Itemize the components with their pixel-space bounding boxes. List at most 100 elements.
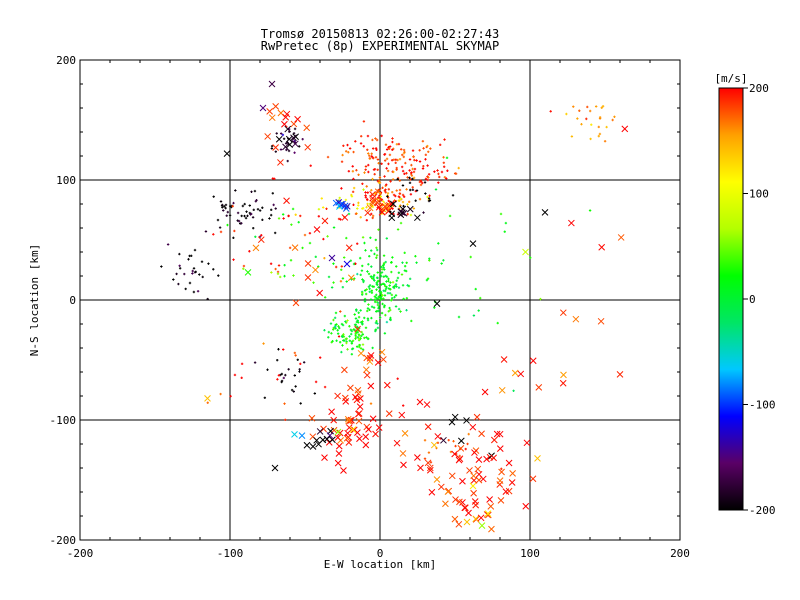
- data-point-dot: [504, 221, 508, 225]
- data-point-dot: [364, 292, 368, 296]
- x-tick-label: 200: [670, 547, 690, 560]
- data-point-dot: [449, 450, 453, 454]
- data-point-dot: [386, 291, 390, 295]
- data-point-cross: [509, 470, 516, 477]
- data-point-dot: [194, 270, 197, 274]
- data-point-cross: [385, 410, 393, 418]
- data-point-dot: [397, 195, 401, 198]
- data-point-dot: [241, 204, 245, 208]
- data-point-dot: [364, 196, 368, 199]
- data-point-dot: [366, 318, 370, 322]
- data-point-dot: [600, 106, 603, 109]
- data-point-dot: [365, 336, 368, 339]
- data-point-dot: [334, 265, 338, 269]
- data-point-dot: [382, 297, 385, 300]
- data-point-dot: [293, 127, 297, 131]
- data-point-dot: [401, 284, 405, 287]
- data-point-cross: [428, 488, 436, 496]
- data-point-dot: [407, 284, 411, 288]
- data-point-dot: [362, 120, 366, 123]
- data-point-dot: [340, 268, 343, 272]
- data-point-dot: [345, 280, 348, 283]
- data-point-dot: [323, 296, 327, 299]
- data-point-cross: [471, 498, 479, 505]
- data-point-dot: [298, 370, 301, 373]
- data-point-dot: [367, 303, 370, 306]
- data-point-dot: [395, 143, 399, 146]
- data-point-dot: [467, 432, 470, 436]
- data-point-cross: [500, 356, 508, 363]
- data-point-dot: [390, 298, 393, 302]
- data-point-cross: [406, 205, 414, 213]
- data-point-dot: [442, 165, 446, 168]
- data-point-dot: [363, 171, 366, 174]
- data-point-cross: [484, 510, 492, 517]
- data-point-dot: [388, 292, 392, 295]
- data-point-dot: [327, 330, 331, 334]
- data-point-dot: [391, 178, 395, 181]
- data-point-cross: [398, 411, 406, 419]
- data-point-dot: [395, 279, 398, 282]
- data-point-dot: [372, 168, 376, 171]
- data-point-cross: [264, 133, 272, 140]
- data-point-cross: [244, 269, 252, 276]
- data-point-dot: [379, 298, 382, 301]
- data-point-dot: [369, 275, 373, 278]
- data-point-dot: [372, 156, 375, 160]
- data-point-cross: [321, 217, 329, 225]
- data-point-cross: [484, 511, 492, 519]
- data-point-dot: [585, 117, 588, 121]
- data-point-dot: [425, 278, 429, 282]
- data-point-dot: [388, 145, 392, 148]
- data-point-dot: [402, 195, 406, 198]
- data-point-dot: [232, 258, 235, 261]
- data-point-dot: [352, 177, 355, 181]
- data-point-dot: [383, 294, 387, 297]
- data-point-cross: [292, 299, 300, 307]
- data-point-dot: [192, 290, 196, 294]
- data-point-dot: [355, 308, 358, 311]
- data-point-dot: [403, 172, 406, 176]
- data-point-dot: [327, 336, 330, 339]
- data-point-dot: [303, 233, 307, 237]
- data-point-cross: [275, 135, 283, 143]
- data-point-cross: [478, 522, 486, 529]
- data-point-dot: [374, 238, 378, 242]
- data-point-dot: [330, 286, 334, 289]
- data-point-dot: [387, 146, 390, 149]
- data-point-dot: [345, 341, 348, 345]
- chart-title: Tromsø 20150813 02:26:00-02:27:43: [260, 27, 500, 41]
- data-point-dot: [427, 197, 431, 200]
- data-point-dot: [258, 209, 262, 212]
- data-point-dot: [212, 233, 215, 236]
- data-point-dot: [292, 274, 295, 277]
- data-point-dot: [212, 195, 215, 198]
- data-point-dot: [424, 177, 428, 181]
- data-point-dot: [366, 134, 370, 138]
- data-point-dot: [412, 207, 416, 210]
- data-point-cross: [423, 401, 431, 408]
- data-point-dot: [254, 235, 257, 239]
- data-point-dot: [367, 170, 370, 174]
- data-point-dot: [391, 281, 395, 284]
- x-axis-title: E-W location [km]: [324, 558, 437, 571]
- data-point-dot: [263, 396, 267, 399]
- data-point-dot: [372, 274, 376, 277]
- data-point-cross: [486, 496, 493, 503]
- data-point-cross: [424, 459, 432, 467]
- data-point-cross: [414, 214, 421, 222]
- data-point-dot: [374, 329, 377, 333]
- data-point-dot: [361, 264, 364, 268]
- data-point-dot: [402, 155, 405, 159]
- data-point-dot: [429, 461, 433, 464]
- data-point-cross: [266, 108, 274, 115]
- data-point-dot: [314, 255, 317, 259]
- data-point-dot: [269, 213, 273, 217]
- data-point-dot: [452, 440, 455, 443]
- data-point-dot: [329, 322, 333, 325]
- data-point-dot: [288, 246, 292, 250]
- data-point-cross: [463, 518, 471, 526]
- data-point-dot: [371, 177, 374, 181]
- data-point-cross: [334, 392, 341, 400]
- data-point-dot: [549, 110, 552, 113]
